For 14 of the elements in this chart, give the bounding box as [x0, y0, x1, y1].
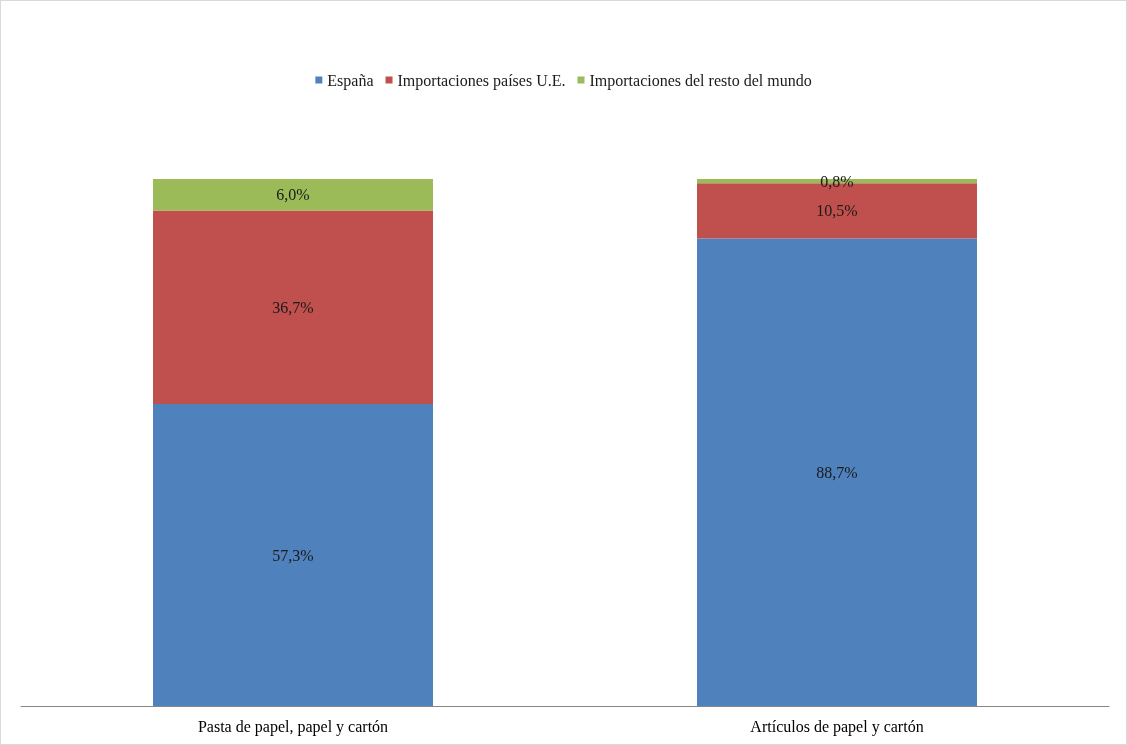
x-tick-label: Pasta de papel, papel y cartón	[197, 717, 389, 736]
bar	[153, 210, 433, 405]
legend-label: España	[327, 71, 374, 90]
legend-label: Importaciones países U.E.	[397, 71, 566, 90]
bar	[697, 238, 977, 706]
legend-label: Importaciones del resto del mundo	[589, 71, 812, 90]
data-label: 88,7%	[816, 463, 858, 481]
x-tick-label: Artículos de papel y cartón	[750, 717, 924, 736]
data-label: 10,5%	[816, 202, 858, 220]
bar	[153, 179, 433, 211]
bar	[153, 404, 433, 706]
data-label: 6,0%	[276, 186, 310, 204]
data-label: 57,3%	[272, 546, 314, 564]
data-label: 36,7%	[272, 298, 314, 316]
